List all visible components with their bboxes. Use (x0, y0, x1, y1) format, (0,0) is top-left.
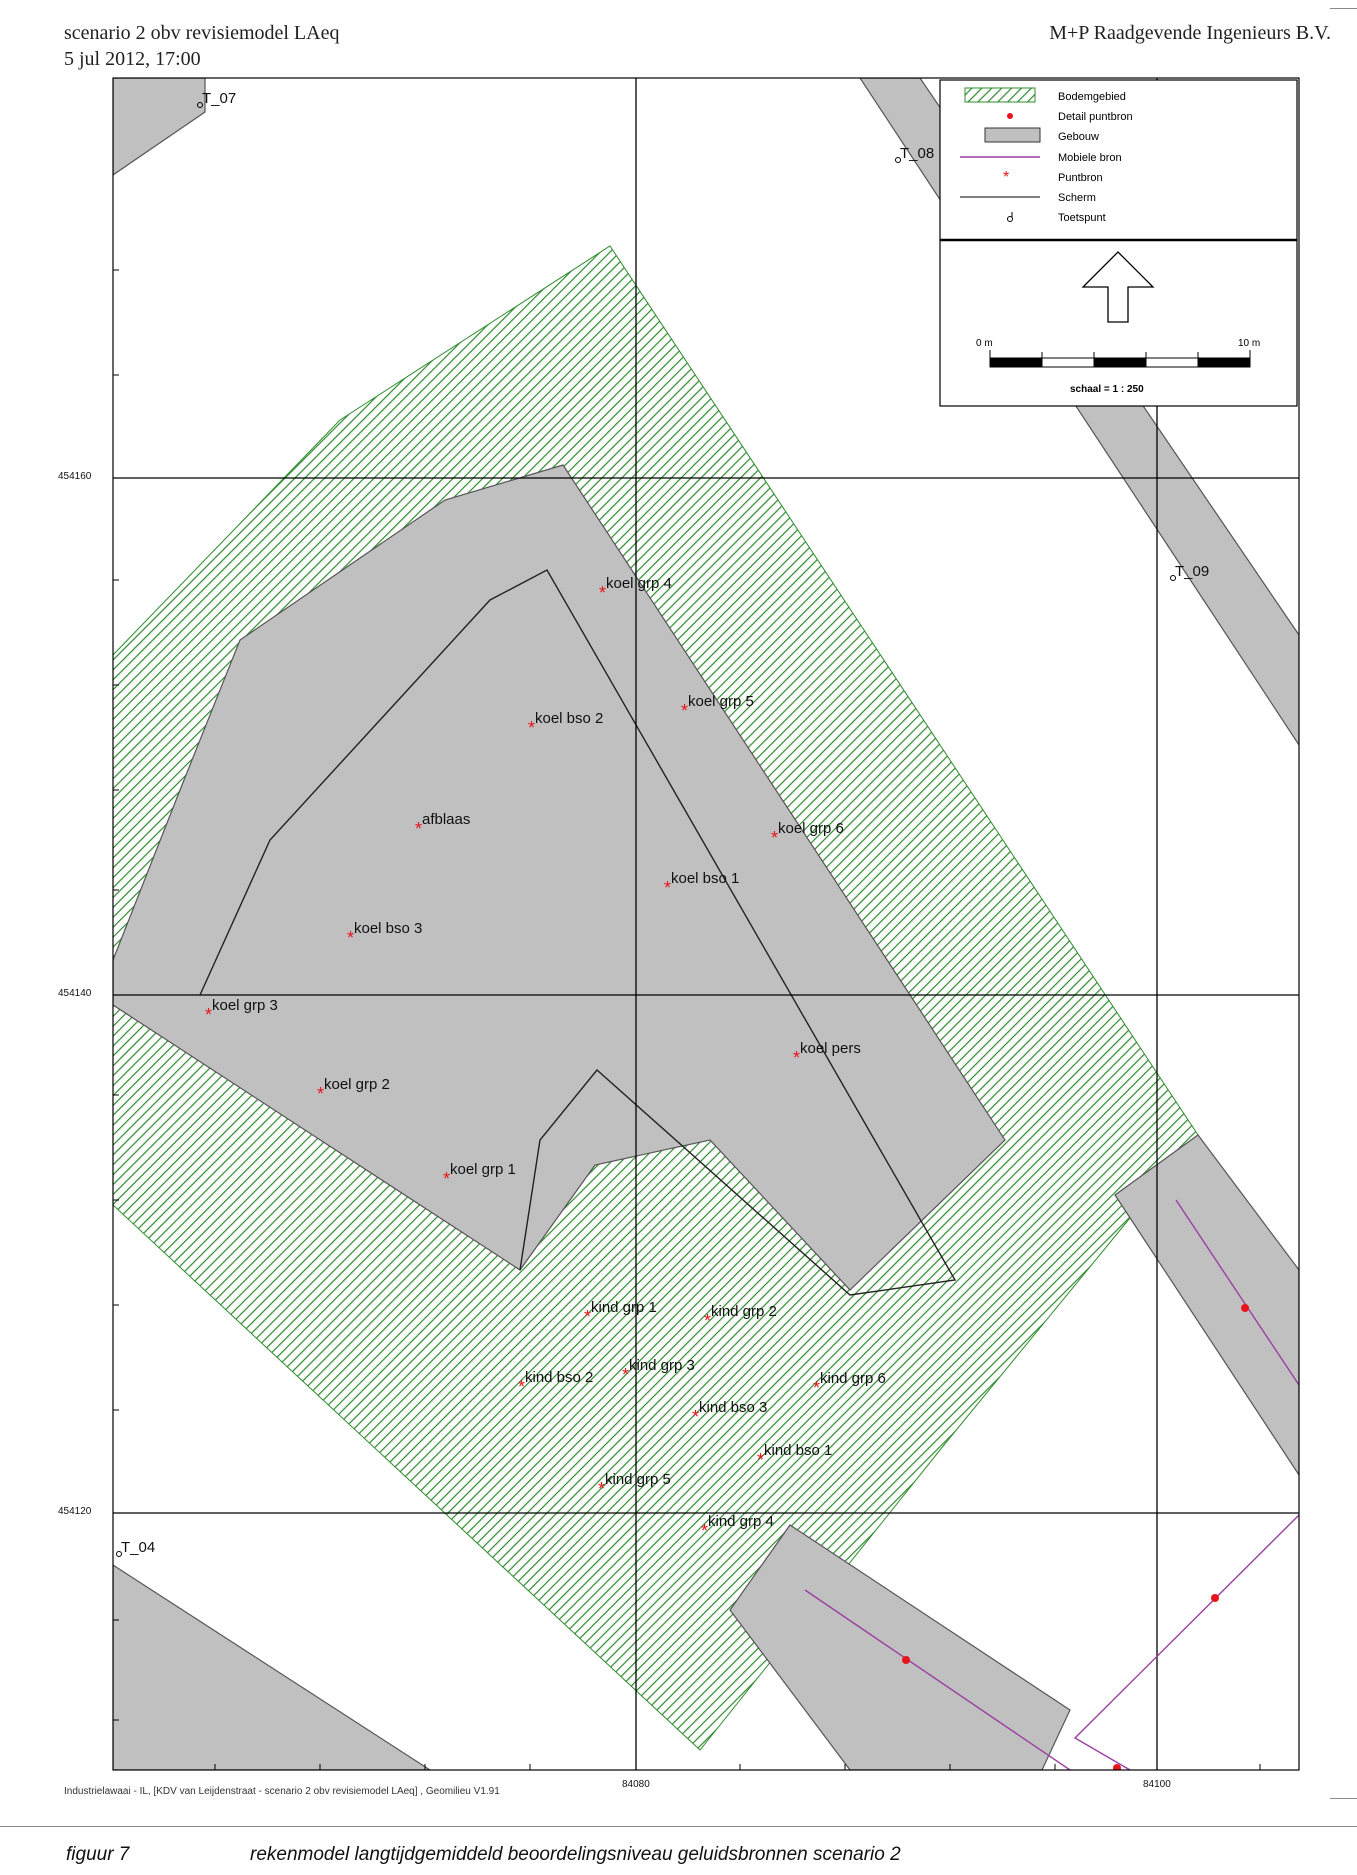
scale-text: schaal = 1 : 250 (1070, 384, 1144, 395)
receiver-point-icon (895, 157, 901, 163)
point-source-icon: * (813, 1378, 820, 1398)
red-asterisk-icon: * (1003, 169, 1009, 186)
figure-caption: rekenmodel langtijdgemiddeld beoordeling… (250, 1844, 901, 1865)
scale-bar (989, 350, 1251, 368)
point-source-label: kind grp 4 (708, 1513, 774, 1530)
building-south (729, 1524, 1071, 1770)
receiver-point-label: T_08 (900, 145, 934, 162)
screen-inner (199, 569, 957, 1296)
detail-point-source (1241, 1304, 1249, 1312)
receiver-point-icon (197, 102, 203, 108)
map-frame (112, 77, 1300, 1771)
building-main (113, 464, 1006, 1291)
point-source-icon: * (757, 1450, 764, 1470)
point-source-label: koel grp 3 (212, 997, 278, 1014)
point-source-icon: * (598, 1479, 605, 1499)
building-east (1114, 1134, 1299, 1477)
receiver-point-label: T_07 (202, 90, 236, 107)
receiver-points: T_07 T_08 T_09 T_04 (116, 90, 1209, 1557)
point-source-icon: * (599, 583, 606, 603)
mobile-source-southeast (1073, 1514, 1299, 1770)
point-sources: * koel grp 4* koel grp 5* koel bso 2* afblaa… (205, 575, 886, 1541)
point-source-icon: * (347, 928, 354, 948)
north-arrow-icon (1081, 251, 1155, 323)
divider (1330, 1798, 1357, 1799)
detail-point-source (1113, 1764, 1121, 1770)
receiver-point-icon (1007, 212, 1013, 222)
point-source-icon: * (704, 1311, 711, 1331)
point-source-label: kind grp 3 (629, 1357, 695, 1374)
point-source-icon: * (518, 1377, 525, 1397)
receiver-point-icon (116, 1551, 122, 1557)
source-line: Industrielawaai - IL, [KDV van Leijdenst… (64, 1786, 500, 1797)
hatched-area-icon (964, 87, 1036, 103)
point-source-label: kind grp 2 (711, 1303, 777, 1320)
frame-ticks (113, 269, 1261, 1770)
mobile-source-east (1175, 1199, 1299, 1386)
legend-label-bodemgebied: Bodemgebied (1058, 91, 1126, 103)
y-axis-label-454160: 454160 (58, 471, 92, 482)
x-axis-label-84080: 84080 (622, 1779, 650, 1790)
point-source-label: koel bso 3 (354, 920, 422, 937)
building-south-west (113, 1564, 432, 1770)
detail-point-source (902, 1656, 910, 1664)
receiver-point-icon (1170, 575, 1176, 581)
point-source-label: koel bso 2 (535, 710, 603, 727)
point-source-label: koel grp 5 (688, 693, 754, 710)
detail-point-sources (902, 1304, 1249, 1770)
point-source-label: koel grp 6 (778, 820, 844, 837)
point-source-label: koel grp 2 (324, 1076, 390, 1093)
point-source-label: koel bso 1 (671, 870, 739, 887)
point-source-icon: * (793, 1048, 800, 1068)
receiver-point-label: T_09 (1175, 563, 1209, 580)
point-source-icon: * (681, 701, 688, 721)
detail-point-source (1211, 1594, 1219, 1602)
y-axis-label-454140: 454140 (58, 988, 92, 999)
building-north-west (113, 78, 206, 176)
legend-label-gebouw: Gebouw (1058, 131, 1099, 143)
point-source-icon: * (443, 1169, 450, 1189)
point-source-icon: * (528, 718, 535, 738)
point-source-icon: * (622, 1365, 629, 1385)
red-dot-icon (1007, 113, 1013, 119)
point-source-icon: * (771, 828, 778, 848)
point-source-label: kind bso 2 (525, 1369, 593, 1386)
point-source-label: kind grp 5 (605, 1471, 671, 1488)
legend-label-scherm: Scherm (1058, 192, 1096, 204)
point-source-label: afblaas (422, 811, 470, 828)
point-source-icon: * (317, 1084, 324, 1104)
point-source-icon: * (415, 819, 422, 839)
divider (1330, 8, 1357, 9)
grey-rectangle-icon (984, 127, 1041, 143)
scale-end-label: 10 m (1238, 338, 1260, 349)
point-source-icon: * (664, 878, 671, 898)
y-axis-label-454120: 454120 (58, 1506, 92, 1517)
scale-start-label: 0 m (976, 338, 993, 349)
point-source-label: kind grp 1 (591, 1299, 657, 1316)
point-source-label: koel grp 4 (606, 575, 672, 592)
caption-divider (0, 1826, 1357, 1827)
mobile-source-south (804, 1589, 1071, 1770)
company-name: M+P Raadgevende Ingenieurs B.V. (1049, 22, 1331, 44)
point-source-label: koel grp 1 (450, 1161, 516, 1178)
point-source-label: kind bso 3 (699, 1399, 767, 1416)
point-source-icon: * (692, 1407, 699, 1427)
point-source-label: kind grp 6 (820, 1370, 886, 1387)
point-source-icon: * (701, 1521, 708, 1541)
legend-label-puntbron: Puntbron (1058, 172, 1103, 184)
point-source-label: koel pers (800, 1040, 861, 1057)
figure-label: figuur 7 (66, 1844, 130, 1865)
point-source-icon: * (584, 1307, 591, 1327)
point-source-label: kind bso 1 (764, 1442, 832, 1459)
point-source-icon: * (205, 1005, 212, 1025)
receiver-point-label: T_04 (121, 1539, 155, 1556)
legend-label-detail-puntbron: Detail puntbron (1058, 111, 1133, 123)
x-axis-label-84100: 84100 (1143, 1779, 1171, 1790)
map-title: scenario 2 obv revisiemodel LAeq (64, 22, 340, 44)
map-date: 5 jul 2012, 17:00 (64, 48, 201, 70)
legend: Bodemgebied Detail puntbron Gebouw Mobie… (939, 79, 1298, 407)
legend-label-mobiele-bron: Mobiele bron (1058, 152, 1122, 164)
legend-label-toetspunt: Toetspunt (1058, 212, 1106, 224)
